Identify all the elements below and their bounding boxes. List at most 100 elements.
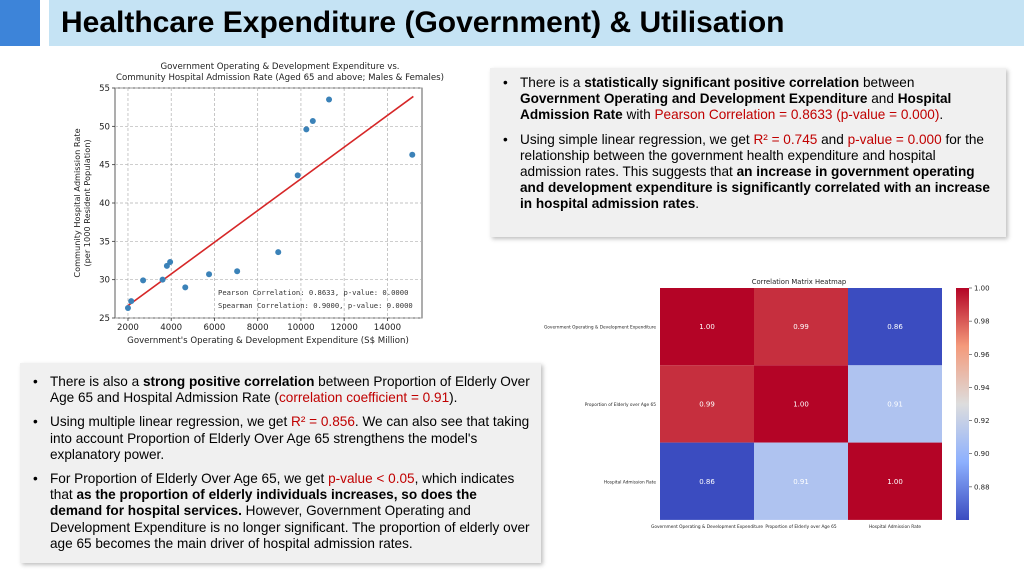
heatmap-cell-label: 1.00 [699, 323, 715, 331]
scatter-point [294, 172, 301, 179]
text: There is also a [50, 374, 143, 389]
heatmap-col-label: Government Operating & Development Expen… [651, 524, 763, 530]
heatmap-cell [754, 365, 848, 443]
y-tick-label: 50 [99, 122, 110, 132]
y-tick-label: 45 [99, 161, 110, 171]
title-band: Healthcare Expenditure (Government) & Ut… [49, 0, 1024, 46]
heatmap-colorbar [956, 288, 969, 520]
heatmap-cell [660, 288, 754, 366]
scatter-subtitle: Community Hospital Admission Rate (Aged … [116, 73, 444, 83]
heatmap-cell-label: 0.91 [887, 400, 903, 408]
heatmap-cell [660, 365, 754, 443]
highlight-text: p-value < 0.05 [328, 471, 415, 487]
y-tick-label: 25 [99, 314, 110, 324]
colorbar-tick-label: 1.00 [974, 285, 990, 293]
spearman-annotation: Spearman Correlation: 0.9000, p-value: 0… [218, 301, 413, 310]
scatter-point [182, 284, 189, 291]
heatmap-row-label: Hospital Admission Rate [604, 479, 656, 485]
text: . [695, 196, 700, 212]
heatmap-cell [848, 288, 942, 366]
accent-bar [0, 0, 40, 46]
scatter-chart: Government Operating & Development Expen… [72, 62, 444, 346]
scatter-point [167, 259, 174, 266]
scatter-ylabel-units: (per 1000 Resident Population) [82, 139, 92, 266]
scatter-xlabel: Government's Operating & Development Exp… [127, 336, 409, 346]
text: There is a [520, 75, 585, 90]
scatter-point [326, 96, 333, 103]
heatmap-title: Correlation Matrix Heatmap [752, 278, 846, 286]
scatter-fit-line [125, 95, 414, 308]
scatter-point [124, 305, 131, 312]
heatmap-axis-labels: Government Operating & Development Expen… [544, 325, 921, 530]
colorbar-tick-label: 0.96 [974, 351, 990, 359]
scatter-title: Government Operating & Development Expen… [160, 62, 399, 72]
scatter-point [234, 268, 241, 275]
heatmap-cell [754, 288, 848, 366]
heatmap-cell [660, 442, 754, 520]
x-tick-label: 12000 [330, 323, 357, 333]
scatter-point [303, 126, 310, 133]
heatmap-col-label: Proportion of Elderly over Age 65 [765, 524, 837, 530]
heatmap-cell-label: 0.86 [699, 478, 715, 486]
bold-text: statistically significant positive corre… [584, 75, 860, 90]
text: between Proportion of Elderly Over Age 6… [50, 374, 530, 406]
bottom-bullet-2: Using multiple linear regression, we get… [30, 414, 531, 463]
x-tick-label: 8000 [247, 323, 269, 333]
y-tick-label: 30 [99, 276, 110, 286]
heatmap-cell [848, 442, 942, 520]
highlight-text: correlation coefficient = 0.91 [278, 390, 450, 406]
highlight-text: Pearson Correlation = 0.8633 (p-value = … [654, 107, 940, 123]
text: ). [449, 390, 458, 406]
text: for the relationship between the governm… [520, 131, 984, 180]
heatmap-cell-label: 0.99 [793, 323, 809, 331]
bottom-findings-panel: There is also a strong positive correlat… [20, 363, 541, 563]
colorbar-tick-label: 0.88 [974, 483, 990, 491]
text: However, Government Operating and Develo… [50, 503, 530, 551]
scatter-points [124, 96, 416, 312]
text: between [859, 75, 915, 90]
y-tick-label: 35 [99, 237, 110, 247]
scatter-point [275, 249, 282, 256]
highlight-text: p-value = 0.000 [847, 131, 942, 147]
scatter-point [309, 117, 316, 124]
heatmap-chart: Correlation Matrix Heatmap 1.00 0.99 0.86 0… [544, 278, 990, 530]
colorbar-ticks: 1.00 0.98 0.96 0.94 0.92 0.90 0.88 [969, 285, 990, 491]
colorbar-tick-label: 0.92 [974, 417, 990, 425]
text: . We can also see that taking into accou… [50, 414, 530, 462]
bold-text: as the proportion of elderly individuals… [50, 487, 477, 519]
heatmap-cell-label: 0.91 [793, 478, 809, 486]
top-bullet-1: There is a statistically significant pos… [500, 75, 996, 124]
pearson-annotation: Pearson Correlation: 0.8633, p-value: 0.… [218, 288, 408, 297]
heatmap-cell-label: 0.99 [699, 400, 715, 408]
text: and [867, 91, 898, 107]
bold-text: strong positive correlation [142, 374, 315, 389]
text: Using simple linear regression, we get [520, 131, 754, 147]
bold-text: Government Operating and Development Exp… [520, 91, 868, 107]
colorbar-tick-label: 0.98 [974, 318, 990, 326]
heatmap-cells: 1.00 0.99 0.86 0.99 1.00 0.91 0.86 0.91 1.00 [660, 288, 942, 520]
x-tick-label: 6000 [204, 323, 226, 333]
scatter-ticks: 2000 4000 6000 8000 10000 12000 14000 25 30 35 40 4… [99, 84, 401, 333]
highlight-text: R² = 0.856 [291, 414, 355, 430]
scatter-point [409, 151, 416, 158]
scatter-point [140, 277, 147, 284]
x-tick-label: 4000 [160, 323, 182, 333]
scatter-grid [115, 87, 422, 319]
x-tick-label: 10000 [287, 323, 314, 333]
text: and [817, 131, 848, 147]
scatter-point [159, 276, 166, 283]
bold-text: an increase in government operating and … [520, 164, 990, 212]
colorbar-tick-label: 0.90 [974, 450, 990, 458]
x-tick-label: 2000 [117, 323, 139, 333]
x-tick-label: 14000 [374, 323, 401, 333]
bottom-bullet-3: For Proportion of Elderly Over Age 65, w… [30, 471, 531, 552]
heatmap-cell-label: 1.00 [887, 478, 903, 486]
bottom-bullet-1: There is also a strong positive correlat… [30, 374, 531, 406]
highlight-text: R² = 0.745 [753, 131, 818, 147]
text: with [622, 107, 655, 123]
heatmap-cell [848, 365, 942, 443]
page-title: Healthcare Expenditure (Government) & Ut… [61, 6, 785, 39]
heatmap-row-label: Government Operating & Development Expen… [544, 325, 656, 331]
regression-line [125, 95, 414, 308]
y-tick-label: 55 [99, 84, 110, 94]
